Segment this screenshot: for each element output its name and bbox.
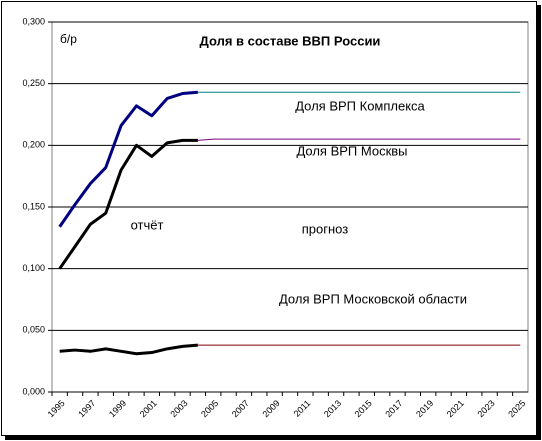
y-tick-label: 0,200 xyxy=(22,140,45,150)
y-tick-label: 0,250 xyxy=(22,78,45,88)
line xyxy=(59,343,198,356)
series-label: Доля ВРП Московской области xyxy=(279,291,467,306)
y-tick-label: 0,000 xyxy=(22,386,45,396)
y-axis-label: б/р xyxy=(60,32,77,46)
frame-shadow xyxy=(537,5,541,439)
frame-shadow xyxy=(5,436,541,440)
y-tick-label: 0,150 xyxy=(22,201,45,211)
line xyxy=(197,138,521,141)
line xyxy=(58,138,198,270)
chart-title: Доля в составе ВВП России xyxy=(200,33,381,48)
annotation: прогноз xyxy=(302,221,349,236)
y-tick-label: 0,300 xyxy=(22,16,45,26)
line xyxy=(58,90,198,228)
series-label: Доля ВРП Москвы xyxy=(296,143,407,158)
series-label: Доля ВРП Комплекса xyxy=(295,98,425,113)
annotation: отчёт xyxy=(131,217,164,232)
y-tick-label: 0,050 xyxy=(22,325,45,335)
y-tick-label: 0,100 xyxy=(22,263,45,273)
